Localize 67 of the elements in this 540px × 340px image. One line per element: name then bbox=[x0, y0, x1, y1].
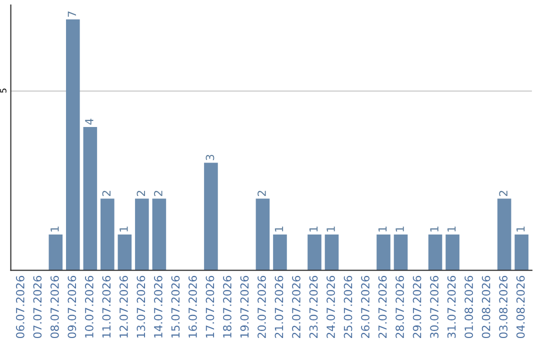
data-label: 3 bbox=[206, 154, 214, 160]
x-tick-label: 11.07.2026 bbox=[102, 276, 111, 338]
x-tick-label: 26.07.2026 bbox=[361, 276, 370, 338]
x-tick-label: 31.07.2026 bbox=[447, 276, 456, 338]
x-tick-label: 28.07.2026 bbox=[396, 276, 404, 338]
x-tick-label: 07.07.2026 bbox=[33, 276, 42, 338]
data-label: 1 bbox=[274, 226, 284, 232]
data-label: 2 bbox=[102, 190, 110, 196]
x-tick-label: 10.07.2026 bbox=[84, 276, 94, 338]
x-tick-label: 01.08.2026 bbox=[464, 276, 474, 338]
bar bbox=[256, 198, 270, 270]
x-tick-label: 15.07.2026 bbox=[171, 276, 180, 338]
data-label: 1 bbox=[516, 226, 525, 232]
x-tick-label: 08.07.2026 bbox=[50, 276, 59, 338]
x-tick-label: 12.07.2026 bbox=[120, 276, 128, 338]
data-label: 1 bbox=[396, 226, 404, 232]
x-tick-label: 14.07.2026 bbox=[154, 276, 162, 338]
data-label: 1 bbox=[309, 226, 318, 232]
x-tick-label: 04.08.2026 bbox=[516, 276, 525, 338]
x-tick-label: 03.08.2026 bbox=[499, 276, 508, 338]
x-tick-label: 20.07.2026 bbox=[258, 276, 266, 338]
x-tick-label: 29.07.2026 bbox=[412, 276, 422, 338]
bar bbox=[204, 162, 218, 270]
x-tick-label: 30.07.2026 bbox=[430, 276, 438, 338]
bar bbox=[324, 234, 339, 270]
bar bbox=[446, 234, 460, 270]
bar bbox=[66, 19, 80, 270]
x-tick-label: 02.08.2026 bbox=[482, 276, 490, 338]
data-label: 2 bbox=[136, 190, 146, 196]
x-tick-label: 06.07.2026 bbox=[16, 276, 24, 338]
data-label: 2 bbox=[258, 190, 266, 196]
bar bbox=[394, 234, 408, 270]
data-label: 7 bbox=[68, 12, 76, 17]
data-label: 1 bbox=[120, 226, 128, 232]
x-tick-label: 25.07.2026 bbox=[344, 276, 352, 338]
bar bbox=[118, 234, 132, 270]
bar bbox=[497, 198, 512, 270]
x-tick-label: 24.07.2026 bbox=[326, 276, 335, 338]
data-label: 1 bbox=[430, 226, 438, 232]
data-label: 4 bbox=[85, 118, 94, 125]
x-tick-label: 21.07.2026 bbox=[274, 276, 284, 338]
x-tick-label: 09.07.2026 bbox=[68, 276, 76, 338]
data-label: 2 bbox=[499, 190, 508, 196]
y-tick-label: 5 bbox=[0, 88, 6, 93]
bar bbox=[273, 234, 287, 270]
x-tick-label: 17.07.2026 bbox=[206, 276, 214, 338]
data-label: 1 bbox=[326, 226, 335, 232]
data-label: 1 bbox=[378, 226, 387, 232]
bar bbox=[100, 198, 114, 270]
data-label: 2 bbox=[154, 190, 162, 196]
bar bbox=[83, 126, 98, 270]
x-tick-label: 19.07.2026 bbox=[240, 276, 249, 338]
x-tick-label: 27.07.2026 bbox=[378, 276, 387, 338]
bar bbox=[514, 234, 528, 270]
data-label: 1 bbox=[50, 226, 59, 232]
bar bbox=[135, 198, 149, 270]
x-tick-label: 22.07.2026 bbox=[292, 276, 300, 338]
bar bbox=[308, 234, 322, 270]
bar bbox=[376, 234, 390, 270]
bar bbox=[48, 234, 63, 270]
x-tick-label: 13.07.2026 bbox=[136, 276, 146, 338]
bar bbox=[152, 198, 166, 270]
data-label: 1 bbox=[447, 226, 456, 232]
x-tick-label: 18.07.2026 bbox=[223, 276, 232, 338]
x-tick-label: 23.07.2026 bbox=[309, 276, 318, 338]
x-tick-label: 16.07.2026 bbox=[188, 276, 197, 338]
bar bbox=[428, 234, 442, 270]
